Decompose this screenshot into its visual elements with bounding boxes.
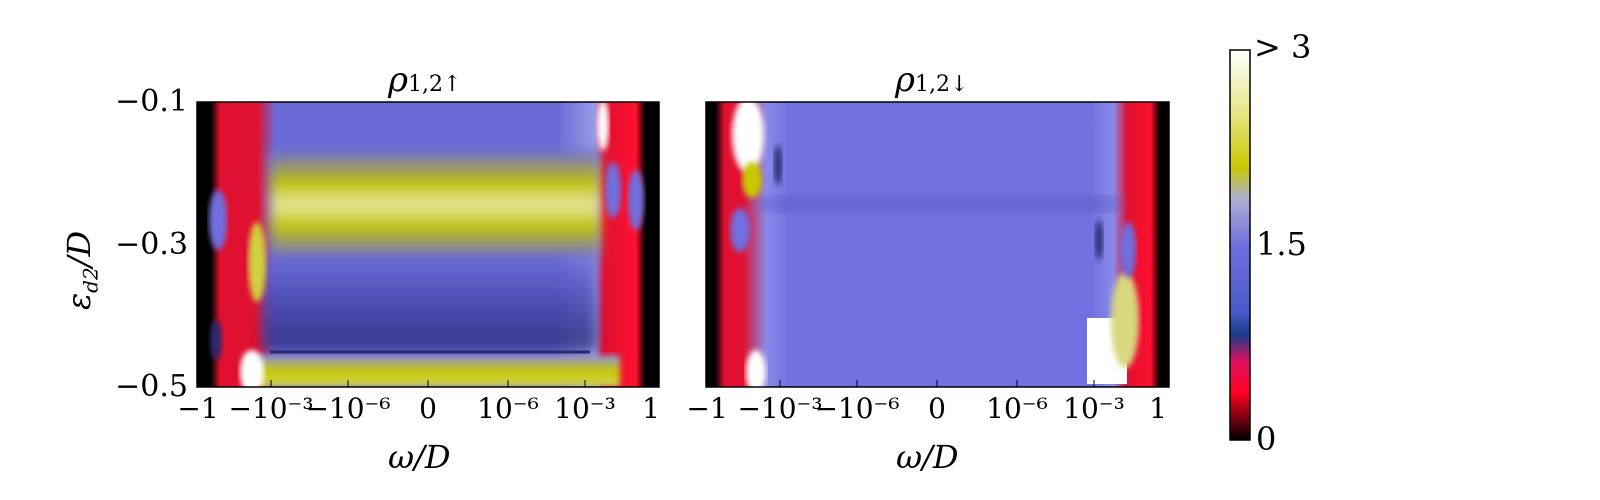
x-tick-label: −10⁻⁶ <box>814 392 900 425</box>
right-tick-marks <box>706 101 1095 388</box>
colorbar <box>1229 49 1251 441</box>
x-tick-label: 0 <box>419 392 437 425</box>
x-tick-label: 1 <box>642 392 660 425</box>
x-tick-label: −10⁻⁶ <box>305 392 391 425</box>
x-tick-label: 0 <box>928 392 946 425</box>
y-tick-label: −0.3 <box>115 227 188 262</box>
colorbar-min-label: 0 <box>1256 420 1277 458</box>
x-tick-label: 10⁻³ <box>554 392 616 425</box>
x-tick-label: 10⁻⁶ <box>986 392 1048 425</box>
x-tick-label: 10⁻⁶ <box>477 392 539 425</box>
x-tick-label: −1 <box>686 392 728 425</box>
colorbar-max-label: > 3 <box>1254 28 1312 66</box>
x-tick-label: −1 <box>177 392 219 425</box>
x-tick-label: 1 <box>1149 392 1167 425</box>
x-axis-label-right: ω/D <box>896 438 959 476</box>
x-tick-label: 10⁻³ <box>1063 392 1125 425</box>
heatmap-left <box>197 102 659 387</box>
left-tick-marks <box>197 101 659 388</box>
colorbar-mid-label: 1.5 <box>1256 225 1307 263</box>
right-panel-title: ρ1,2↓ <box>895 60 969 100</box>
x-axis-label-left: ω/D <box>388 438 451 476</box>
x-tick-label: −10⁻³ <box>737 392 823 425</box>
x-tick-label: −10⁻³ <box>228 392 314 425</box>
left-panel-title: ρ1,2↑ <box>388 60 462 100</box>
heatmap-right <box>706 102 1169 387</box>
y-tick-label: −0.1 <box>115 84 188 119</box>
y-tick-label: −0.5 <box>115 369 188 404</box>
